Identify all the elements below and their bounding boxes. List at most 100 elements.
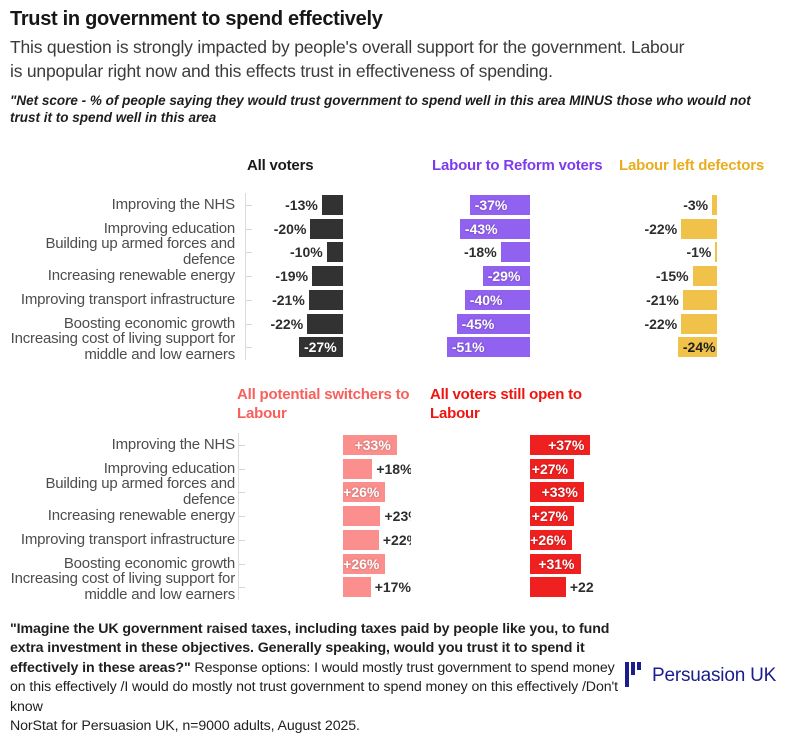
bar [469, 195, 530, 215]
bar [343, 458, 373, 479]
category-label-column: Improving the NHS Improving education Buil… [0, 435, 236, 605]
bar [343, 553, 386, 574]
bar [446, 337, 530, 358]
bar-value-label: -45% [461, 315, 495, 332]
bar [677, 337, 717, 358]
category-label-column: Improving the NHS Improving education Buil… [0, 195, 236, 365]
category-label: Improving the NHS [111, 436, 236, 454]
bar [530, 458, 574, 479]
category-label: Improving education [103, 219, 235, 237]
bar-value-label: +31% [538, 555, 575, 572]
category-label: Boosting economic growth [63, 314, 235, 332]
persuasion-uk-logo: Persuasion UK [625, 660, 776, 687]
axis-tick [239, 587, 245, 589]
response-options: Response options: I would mostly trust g… [10, 659, 618, 715]
bar [307, 313, 343, 334]
panel-header-all-potential-switchers-to-labour: All potential switchers to Labour [237, 386, 410, 422]
category-label: Building up armed forces and defence [45, 235, 235, 269]
axis-tick [239, 516, 245, 518]
bar [312, 266, 343, 287]
bar-value-label: +22% [382, 531, 411, 548]
axis-tick [239, 539, 245, 541]
bar-value-label: -24% [682, 339, 716, 356]
bar-panel: +33%+18%+26%+23%+22%+26%+17% [343, 435, 411, 603]
bar [681, 313, 717, 334]
bar [530, 435, 591, 455]
axis-tick [246, 323, 252, 325]
axis-tick [239, 468, 245, 470]
bar [692, 266, 717, 287]
bar [712, 195, 717, 215]
category-axis-line [238, 433, 239, 600]
bar-value-label: -22% [644, 315, 678, 332]
category-label: Increasing cost of living support for mi… [10, 570, 236, 604]
bar [298, 337, 343, 358]
bar-value-label: +26% [530, 531, 567, 548]
bar [500, 242, 530, 263]
category-label: Building up armed forces and defence [45, 475, 235, 509]
bar [308, 289, 343, 310]
category-label: Increasing renewable energy [47, 267, 235, 285]
bar-panel: +37% +27% +33% +27% +26% +31% +22% [530, 435, 594, 603]
bar-value-label: -51% [451, 339, 485, 356]
bar [464, 289, 530, 310]
panel-header-all-voters-still-open-to-labour: All voters still open to Labour [430, 386, 582, 422]
axis-tick [246, 228, 252, 230]
bar [530, 506, 574, 527]
bar-value-label: +22% [569, 579, 594, 596]
bar [482, 266, 530, 287]
bar-value-label: -22% [270, 315, 304, 332]
bar-value-label: -27% [303, 339, 337, 356]
bar-value-label: +27% [531, 460, 568, 477]
bar [321, 195, 343, 215]
bar-value-label: -21% [272, 291, 305, 308]
bar-value-label: -29% [487, 268, 521, 285]
bar-value-label: -3% [683, 197, 709, 213]
bar [343, 529, 379, 550]
axis-tick [239, 563, 245, 565]
bar-value-label: -13% [285, 197, 318, 213]
bar [681, 218, 717, 239]
bar-value-label: +23% [384, 508, 411, 525]
category-label: Improving transport infrastructure [20, 530, 235, 548]
subtitle: This question is strongly impacted by pe… [10, 37, 685, 81]
category-label: Improving the NHS [111, 196, 236, 214]
bar [530, 529, 573, 550]
source-line: NorStat for Persuasion UK, n=9000 adults… [10, 718, 360, 735]
category-label: Increasing cost of living support for mi… [10, 330, 236, 364]
bar-value-label: -21% [646, 291, 679, 308]
bar-panel: -37% -43% -18% -29% -40% -45% -51% [420, 195, 530, 363]
bars-logo-icon [625, 662, 643, 687]
axis-tick [239, 492, 245, 494]
axis-tick [246, 205, 252, 206]
bar [715, 242, 717, 263]
bar-value-label: +33% [541, 484, 578, 501]
bar-panel: -13% -20% -10% -19% -21% -22% -27% [233, 195, 343, 363]
bar-value-label: +17% [374, 579, 411, 596]
axis-tick [246, 299, 252, 301]
survey-question: "Imagine the UK government raised taxes,… [10, 621, 610, 676]
page-title: Trust in government to spend effectively [10, 8, 383, 30]
bar [530, 553, 581, 574]
net-score-note: "Net score - % of people saying they wou… [10, 93, 751, 125]
axis-tick [246, 252, 252, 254]
bar-value-label: -43% [464, 220, 498, 237]
bar-value-label: -18% [463, 244, 497, 261]
axis-tick [246, 276, 252, 278]
bar-value-label: +27% [531, 508, 568, 525]
bar [326, 242, 343, 263]
bar-value-label: -15% [655, 268, 689, 285]
bar-value-label: -20% [273, 220, 307, 237]
bar-value-label: -19% [275, 268, 309, 285]
bar [682, 289, 717, 310]
category-label: Increasing renewable energy [47, 507, 235, 525]
bar-value-label: -22% [644, 220, 678, 237]
bar-value-label: -40% [469, 291, 503, 308]
bar-value-label: -37% [474, 197, 508, 213]
bar [530, 577, 566, 598]
bar-value-label: +18% [376, 460, 411, 477]
panel-header-all-voters: All voters [247, 157, 314, 174]
bar-value-label: +26% [343, 555, 380, 572]
bar [343, 506, 381, 527]
